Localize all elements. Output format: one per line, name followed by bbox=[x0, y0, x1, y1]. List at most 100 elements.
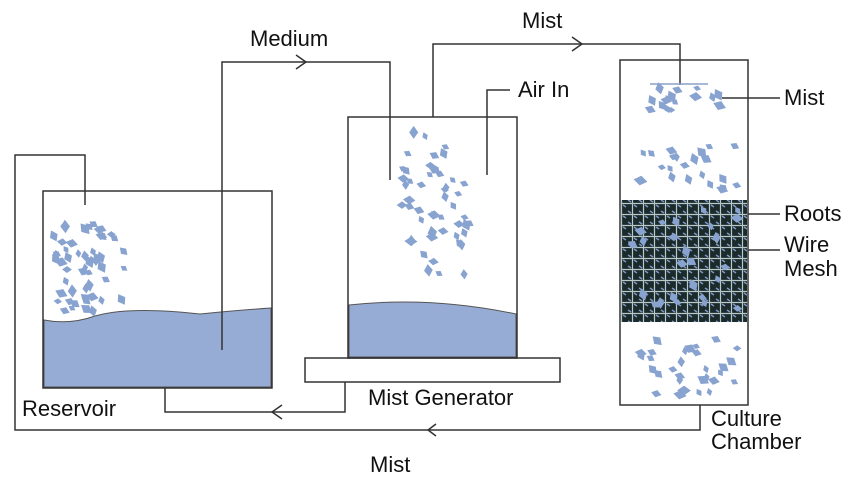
mist-particle bbox=[403, 150, 412, 157]
mist-particle bbox=[449, 177, 456, 183]
mist-particle bbox=[730, 143, 740, 150]
mist-particle bbox=[639, 235, 647, 247]
label: Wire bbox=[784, 232, 829, 257]
mist-particle bbox=[62, 276, 69, 286]
mist-particle bbox=[652, 336, 662, 346]
culture-chamber bbox=[619, 59, 749, 406]
mist-particle bbox=[696, 388, 702, 397]
mist-particle bbox=[648, 364, 657, 375]
reservoir-liquid bbox=[43, 307, 272, 388]
generator-base bbox=[304, 357, 561, 383]
mist-particle bbox=[732, 305, 743, 312]
mist-particle bbox=[677, 385, 691, 396]
mist-particle bbox=[422, 132, 428, 140]
mist-particle bbox=[712, 231, 721, 244]
mist-particle bbox=[117, 294, 126, 305]
mist-particle bbox=[460, 214, 469, 221]
mist-particle bbox=[413, 206, 425, 215]
mist-particle bbox=[80, 223, 90, 235]
mist-particle bbox=[407, 234, 416, 247]
label: Chamber bbox=[711, 429, 801, 454]
mist-particle bbox=[441, 144, 450, 150]
mist-particle bbox=[627, 240, 638, 248]
mist-particle bbox=[85, 255, 94, 269]
mist-particle bbox=[75, 249, 82, 258]
mist-particle bbox=[437, 227, 449, 235]
mist-particle bbox=[699, 170, 706, 180]
mist-particle bbox=[689, 279, 698, 292]
mist-particle bbox=[64, 251, 72, 263]
mist-particle bbox=[648, 94, 656, 106]
mist-particle bbox=[646, 355, 655, 362]
label: Mist bbox=[784, 85, 824, 110]
mist-particle bbox=[647, 349, 657, 356]
mist-particle bbox=[416, 181, 427, 189]
mist-particle bbox=[437, 214, 445, 220]
mist-particle bbox=[59, 307, 70, 315]
mist-particle bbox=[697, 294, 707, 301]
mist-particle bbox=[428, 165, 441, 174]
label: Roots bbox=[784, 201, 841, 226]
mist-particle bbox=[679, 161, 690, 169]
mist-particle bbox=[719, 173, 727, 184]
mist-particle bbox=[657, 164, 666, 171]
mist-particle bbox=[667, 107, 676, 113]
label: Mist bbox=[370, 452, 410, 477]
mist-particle bbox=[97, 261, 106, 273]
mist-particle bbox=[60, 222, 69, 229]
mist-particle bbox=[668, 153, 679, 161]
mist-particle bbox=[677, 356, 685, 368]
mist-particle bbox=[441, 191, 449, 202]
mist-particle bbox=[700, 155, 712, 163]
mist-particle bbox=[453, 220, 465, 229]
mist-particle bbox=[430, 210, 436, 219]
mist-particles bbox=[49, 82, 744, 400]
mist-particle bbox=[402, 166, 410, 175]
mist-particle bbox=[70, 300, 80, 308]
mist-particle bbox=[690, 153, 699, 165]
mist-particle bbox=[705, 143, 714, 150]
mist-particle bbox=[732, 182, 742, 189]
mist-particle bbox=[651, 390, 662, 398]
mist-particle bbox=[454, 190, 463, 197]
generator-liquid bbox=[348, 301, 517, 358]
mist-particle bbox=[726, 357, 737, 366]
mist-particle bbox=[633, 175, 648, 186]
mist-particle bbox=[638, 288, 648, 301]
mist-particle bbox=[429, 152, 440, 159]
mist-particle bbox=[634, 348, 647, 358]
mist-particle bbox=[718, 369, 723, 377]
mist-particle bbox=[409, 125, 419, 139]
mist-particle bbox=[96, 251, 106, 264]
mist-particle bbox=[672, 86, 683, 94]
mist-pipe bbox=[432, 43, 681, 117]
mist-particle bbox=[55, 289, 68, 298]
mist-particle bbox=[730, 379, 739, 385]
mist-particle bbox=[98, 295, 105, 305]
mist-particle bbox=[426, 171, 433, 178]
mist-particle bbox=[88, 305, 97, 317]
mist-particle bbox=[53, 298, 63, 305]
reservoir-tank bbox=[42, 190, 273, 389]
mist-particle bbox=[700, 206, 707, 215]
mist-particle bbox=[52, 249, 60, 261]
label: Mist bbox=[522, 8, 562, 33]
mist-particle bbox=[713, 101, 726, 111]
mist-particle bbox=[63, 246, 69, 253]
mist-particle bbox=[442, 182, 450, 193]
mist-particle bbox=[689, 92, 703, 102]
mist-particle bbox=[82, 263, 89, 272]
mist-particle bbox=[672, 216, 680, 227]
mist-particle bbox=[719, 184, 728, 192]
mist-particle bbox=[460, 269, 468, 280]
mist-particle bbox=[77, 267, 89, 276]
mist-particle bbox=[692, 343, 701, 349]
mist-particle bbox=[49, 230, 58, 242]
mist-particle bbox=[67, 284, 77, 298]
mist-particle bbox=[425, 232, 439, 242]
mist-particle bbox=[658, 219, 667, 226]
mist-particle bbox=[647, 150, 655, 157]
label: Mist Generator bbox=[368, 385, 514, 410]
mist-particle bbox=[106, 231, 116, 238]
mist-particle bbox=[735, 206, 741, 215]
